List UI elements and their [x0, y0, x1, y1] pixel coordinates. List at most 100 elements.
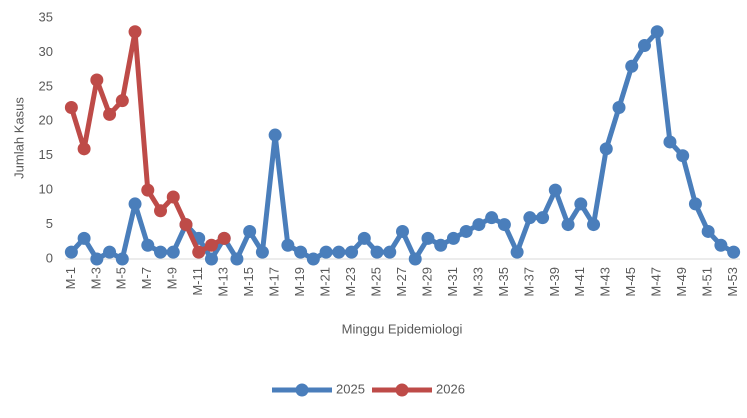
point: [64, 245, 78, 259]
x-tick-label: M-15: [241, 267, 256, 297]
y-tick-label: 5: [46, 216, 53, 231]
point: [676, 149, 690, 163]
y-tick-label: 0: [46, 250, 53, 265]
point: [536, 211, 550, 225]
point: [421, 231, 435, 245]
point: [103, 245, 117, 259]
point: [370, 245, 384, 259]
point: [90, 252, 104, 266]
point: [548, 183, 562, 197]
point: [637, 39, 651, 53]
point: [306, 252, 320, 266]
legend-label: 2026: [436, 381, 465, 396]
legend-marker: [395, 383, 409, 397]
point: [166, 190, 180, 204]
x-tick-label: M-27: [394, 267, 409, 297]
x-tick-label: M-45: [623, 267, 638, 297]
y-tick-label: 35: [39, 9, 53, 24]
y-tick-label: 20: [39, 113, 53, 128]
y-tick-label: 15: [39, 147, 53, 162]
point: [612, 101, 626, 115]
x-tick-label: M-41: [572, 267, 587, 297]
point: [714, 238, 728, 252]
x-tick-label: M-29: [419, 267, 434, 297]
x-tick-label: M-33: [470, 267, 485, 297]
point: [128, 197, 142, 211]
point: [154, 204, 168, 218]
point: [459, 224, 473, 238]
point: [727, 245, 741, 259]
x-tick-label: M-31: [445, 267, 460, 297]
x-axis-title: Minggu Epidemiologi: [342, 321, 463, 336]
point: [255, 245, 269, 259]
point: [561, 218, 575, 232]
legend-marker: [295, 383, 309, 397]
x-tick-label: M-35: [496, 267, 511, 297]
point: [574, 197, 588, 211]
x-tick-label: M-13: [216, 267, 231, 297]
point: [485, 211, 499, 225]
point: [77, 142, 91, 156]
point: [141, 183, 155, 197]
point: [166, 245, 180, 259]
y-tick-label: 30: [39, 44, 53, 59]
point: [383, 245, 397, 259]
point: [64, 101, 78, 115]
point: [408, 252, 422, 266]
point: [434, 238, 448, 252]
y-tick-label: 10: [39, 182, 53, 197]
x-tick-label: M-19: [292, 267, 307, 297]
y-axis-title: Jumlah Kasus: [11, 97, 26, 179]
point: [204, 252, 218, 266]
point: [688, 197, 702, 211]
point: [192, 245, 206, 259]
x-tick-label: M-53: [725, 267, 740, 297]
point: [128, 25, 142, 39]
point: [230, 252, 244, 266]
series-line: [68, 29, 226, 255]
x-tick-label: M-1: [63, 267, 78, 289]
x-tick-label: M-43: [598, 267, 613, 297]
point: [497, 218, 511, 232]
point: [243, 224, 257, 238]
point: [357, 231, 371, 245]
point: [587, 218, 601, 232]
point: [523, 211, 537, 225]
x-tick-label: M-21: [318, 267, 333, 297]
x-tick-label: M-23: [343, 267, 358, 297]
x-tick-label: M-9: [165, 267, 180, 289]
point: [77, 231, 91, 245]
point: [154, 245, 168, 259]
point: [294, 245, 308, 259]
point: [663, 135, 677, 149]
point: [90, 73, 104, 87]
point: [345, 245, 359, 259]
point: [319, 245, 333, 259]
point: [103, 107, 117, 121]
point: [446, 231, 460, 245]
x-tick-label: M-7: [139, 267, 154, 289]
point: [510, 245, 524, 259]
point: [179, 218, 193, 232]
x-tick-label: M-47: [649, 267, 664, 297]
point: [472, 218, 486, 232]
x-tick-label: M-37: [521, 267, 536, 297]
point: [141, 238, 155, 252]
x-tick-label: M-25: [368, 267, 383, 297]
point: [281, 238, 295, 252]
x-tick-label: M-3: [88, 267, 103, 289]
x-tick-label: M-49: [674, 267, 689, 297]
point: [396, 224, 409, 238]
point: [217, 231, 231, 245]
point: [599, 142, 613, 156]
x-tick-label: M-5: [114, 267, 129, 289]
point: [650, 25, 664, 39]
point: [115, 94, 129, 108]
point: [332, 245, 346, 259]
point: [701, 224, 715, 238]
x-tick-label: M-11: [190, 267, 205, 296]
x-tick-label: M-39: [547, 267, 562, 297]
x-tick-label: M-17: [267, 267, 282, 297]
point: [204, 238, 218, 252]
